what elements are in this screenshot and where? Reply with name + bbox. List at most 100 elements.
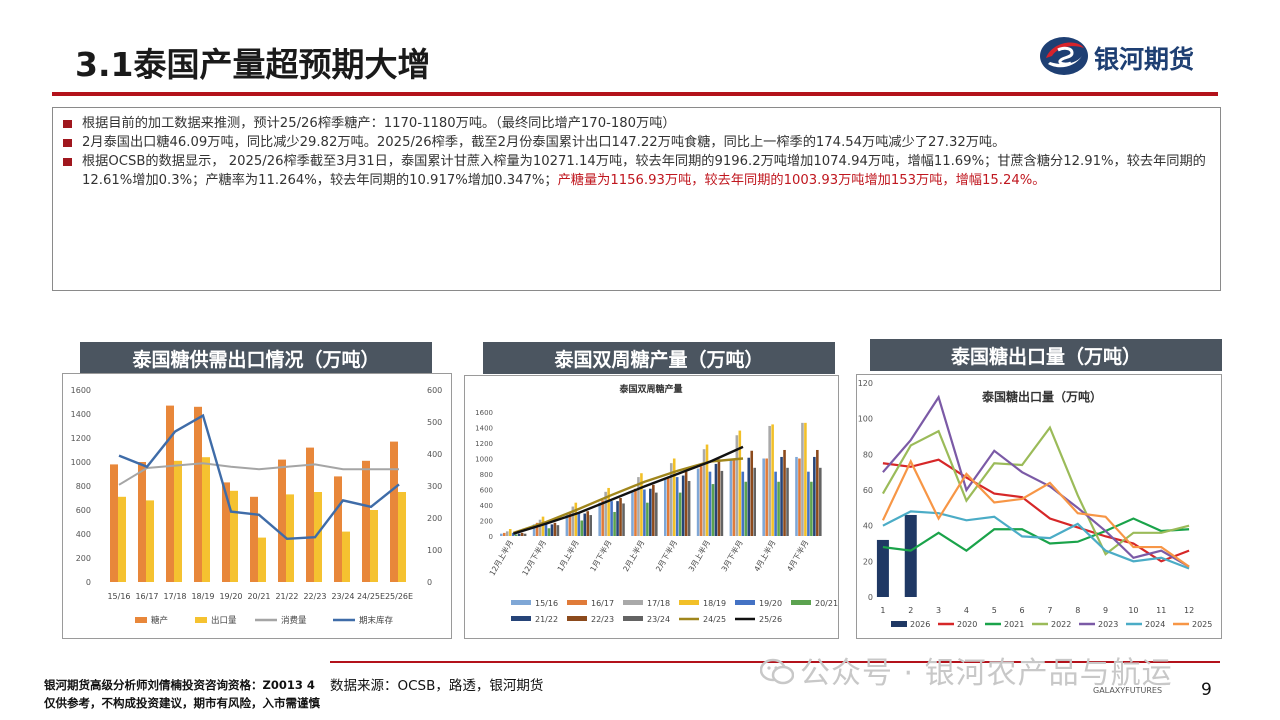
bar-17/18 <box>604 491 607 536</box>
bar-15/16 <box>729 460 733 536</box>
x-tick-label: 15/16 <box>107 592 130 601</box>
legend-label: 2024 <box>1145 620 1165 629</box>
y2-tick-label: 400 <box>427 450 442 459</box>
x-tick-label: 17/18 <box>163 592 186 601</box>
legend-label: 18/19 <box>703 599 726 608</box>
legend-swatch <box>623 600 643 605</box>
legend-label: 24/25 <box>703 615 726 624</box>
bar-15/16 <box>598 502 601 536</box>
bar-23/24 <box>720 470 724 536</box>
legend-label: 期末库存 <box>359 615 394 626</box>
legend-label: 19/20 <box>759 599 782 608</box>
summary-box: 根据目前的加工数据来推测，预计25/26榨季糖产：1170-1180万吨。（最终… <box>52 107 1221 291</box>
line-2022 <box>881 425 1190 556</box>
legend-swatch <box>623 616 643 621</box>
bar-18/19 <box>508 529 512 536</box>
bar-17/18 <box>538 519 542 536</box>
y-tick-label: 1400 <box>71 410 91 419</box>
bar-16/17 <box>732 458 736 536</box>
legend-swatch <box>511 616 531 621</box>
legend-label: 2022 <box>1051 620 1071 629</box>
analyst-qualification: 银河期货高级分析师刘倩楠投资咨询资格：Z0013 4 <box>44 678 315 692</box>
bullet-item: 2月泰国出口糖46.09万吨，同比减少29.82万吨。2025/26榨季，截至2… <box>63 133 1210 152</box>
legend-label: 糖产 <box>151 615 168 626</box>
legend-label: 出口量 <box>211 615 237 626</box>
bar-2026 <box>876 539 889 597</box>
bar-出口量 <box>258 537 266 582</box>
bar-23/24 <box>523 533 527 536</box>
y-tick-label: 800 <box>76 482 91 491</box>
bar-18/19 <box>804 422 807 536</box>
x-tick-label: 6 <box>1020 606 1025 615</box>
y-tick-label: 1600 <box>475 409 493 417</box>
page-number: 9 <box>1201 680 1212 700</box>
data-source: 数据来源：OCSB，路透，银河期货 <box>330 678 544 694</box>
bar-17/18 <box>637 477 640 536</box>
bar-20/21 <box>744 481 748 536</box>
bar-15/16 <box>795 456 798 536</box>
bar-19/20 <box>511 532 515 536</box>
bar-出口量 <box>118 496 126 582</box>
y-tick-label: 400 <box>480 502 493 510</box>
bar-16/17 <box>568 512 572 536</box>
x-tick-label: 23/24 <box>331 592 354 601</box>
line-2023 <box>882 394 1190 568</box>
bullet-text: 根据目前的加工数据来推测，预计25/26榨季糖产：1170-1180万吨。（最终… <box>82 116 676 131</box>
legend-swatch <box>791 600 811 605</box>
bar-23/24 <box>556 525 560 536</box>
bar-23/24 <box>819 467 822 536</box>
bar-20/21 <box>547 528 551 536</box>
bullet-item: 根据OCSB的数据显示， 2025/26榨季截至3月31日，泰国累计甘蔗入榨量为… <box>63 152 1210 190</box>
x-tick-label: 1月下半月 <box>587 538 613 573</box>
y2-tick-label: 0 <box>427 578 432 587</box>
y-tick-label: 400 <box>76 530 91 539</box>
bar-19/20 <box>643 489 646 536</box>
bar-22/23 <box>652 484 655 536</box>
bar-糖产 <box>390 441 398 582</box>
y-tick-label: 40 <box>863 522 873 531</box>
bar-21/22 <box>649 488 652 536</box>
bar-出口量 <box>230 490 238 582</box>
x-tick-label: 9 <box>1103 606 1108 615</box>
line-24/25 <box>513 457 744 535</box>
y-tick-label: 20 <box>863 557 873 566</box>
bar-20/21 <box>646 502 649 536</box>
bar-糖产 <box>110 464 118 582</box>
y2-tick-label: 200 <box>427 514 442 523</box>
bar-22/23 <box>717 459 721 536</box>
bar-出口量 <box>314 492 322 582</box>
legend-label: 20/21 <box>815 599 838 608</box>
bar-22/23 <box>684 471 688 536</box>
bar-19/20 <box>610 501 613 536</box>
x-tick-label: 2 <box>908 606 913 615</box>
bar-21/22 <box>813 456 816 536</box>
x-tick-label: 12月上半月 <box>487 538 515 577</box>
bar-23/24 <box>622 503 625 536</box>
bar-出口量 <box>398 492 406 582</box>
line-2024 <box>882 510 1190 570</box>
bar-18/19 <box>672 458 676 536</box>
y-tick-label: 1200 <box>475 440 493 448</box>
bar-15/16 <box>696 468 700 536</box>
y-tick-label: 120 <box>858 379 873 388</box>
x-tick-label: 12月下半月 <box>519 538 547 577</box>
bar-21/22 <box>583 513 587 536</box>
y-tick-label: 0 <box>489 533 493 541</box>
bar-20/21 <box>514 534 518 536</box>
x-tick-label: 11 <box>1156 606 1166 615</box>
y-tick-label: 1400 <box>475 425 493 433</box>
bar-糖产 <box>166 405 174 582</box>
watermark-text: 公众号 · 银河农产品与航运 <box>800 656 1173 691</box>
y-tick-label: 80 <box>863 450 873 459</box>
bar-16/17 <box>765 458 768 536</box>
x-tick-label: 16/17 <box>135 592 158 601</box>
legend-label: 消费量 <box>281 615 307 626</box>
bar-21/22 <box>747 457 751 536</box>
left-chart-title: 泰国糖供需出口情况（万吨） <box>80 342 432 374</box>
bar-17/18 <box>505 531 509 536</box>
y-tick-label: 1000 <box>71 458 91 467</box>
bar-19/20 <box>675 477 679 536</box>
bar-23/24 <box>589 515 592 536</box>
legend-label: 2025 <box>1192 620 1212 629</box>
x-tick-label: 3 <box>936 606 941 615</box>
